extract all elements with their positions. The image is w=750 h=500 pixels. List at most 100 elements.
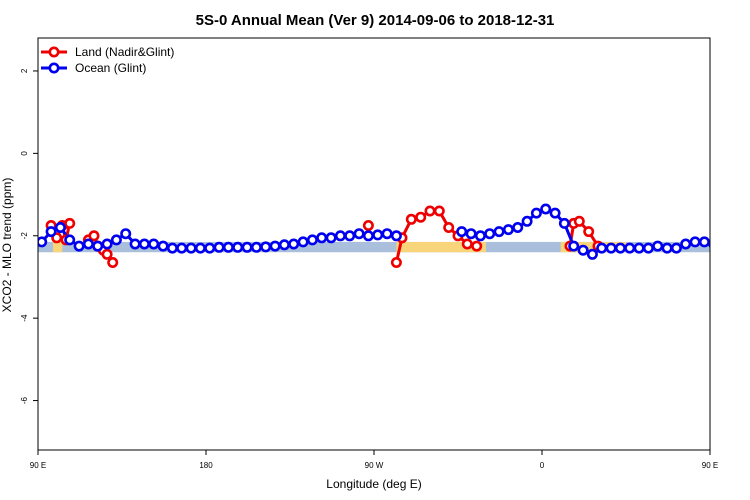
ocean-point-0-22: [241, 241, 253, 253]
x-tick-label-3: 0: [540, 461, 545, 470]
ocean-point-0-38: [390, 230, 402, 242]
ocean-point-0-20: [222, 241, 234, 253]
x-tick-label-1: 180: [199, 461, 213, 470]
land-point-4-2: [573, 215, 585, 227]
ocean-point-0-15: [176, 242, 188, 254]
ocean-point-0-32: [334, 230, 346, 242]
land-point-1-4: [101, 248, 113, 260]
ocean-point-0-2: [54, 222, 66, 234]
land-point-5-0: [719, 221, 727, 229]
ocean-point-1-29: [728, 236, 736, 244]
x-axis: 90 E 180 90 W 0 90 E: [30, 450, 718, 470]
ocean-point-0-16: [185, 242, 197, 254]
ocean-point-0-12: [148, 238, 160, 250]
ocean-point-0-29: [306, 234, 318, 246]
ocean-point-0-1: [45, 226, 57, 238]
ocean-point-1-13: [577, 244, 589, 256]
ocean-point-1-22: [661, 242, 673, 254]
ocean-point-0-19: [213, 241, 225, 253]
ocean-point-1-30: [738, 242, 746, 250]
ocean-point-0-21: [232, 241, 244, 253]
legend-label-land: Land (Nadir&Glint): [75, 45, 174, 59]
legend-label-ocean: Ocean (Glint): [75, 61, 146, 75]
ocean-point-1-14: [586, 248, 598, 260]
ocean-point-1-16: [605, 242, 617, 254]
legend-entry-ocean: Ocean (Glint): [41, 61, 146, 75]
ocean-point-1-25: [689, 236, 701, 248]
ocean-point-0-35: [362, 230, 374, 242]
y-tick-label-1: 0: [20, 151, 29, 156]
legend-entry-land: Land (Nadir&Glint): [41, 45, 174, 59]
ocean-point-0-33: [344, 230, 356, 242]
ocean-point-1-26: [698, 236, 710, 248]
legend: Land (Nadir&Glint) Ocean (Glint): [41, 45, 174, 75]
ocean-point-1-21: [652, 240, 664, 252]
land-point-5-2: [730, 221, 738, 229]
ocean-point-1-10: [549, 207, 561, 219]
ocean-point-0-5: [82, 238, 94, 250]
ocean-point-0-4: [73, 240, 85, 252]
ocean-point-1-8: [530, 207, 542, 219]
ocean-point-0-8: [110, 234, 122, 246]
ocean-point-1-17: [614, 242, 626, 254]
ocean-point-1-2: [474, 230, 486, 242]
ocean-point-0-34: [353, 228, 365, 240]
ocean-point-1-23: [670, 242, 682, 254]
ocean-point-1-6: [512, 222, 524, 234]
highlight-segment-0: [52, 241, 63, 253]
ocean-point-0-13: [157, 240, 169, 252]
series-points-layer: [38, 203, 746, 268]
y-tick-label-2: -2: [20, 232, 29, 240]
ocean-point-1-11: [558, 217, 570, 229]
ocean-point-0-17: [194, 242, 206, 254]
ocean-point-1-1: [465, 228, 477, 240]
ocean-point-0-14: [166, 242, 178, 254]
y-axis-label: XCO2 - MLO trend (ppm): [0, 178, 14, 313]
ocean-point-1-0: [456, 226, 468, 238]
ocean-point-1-9: [540, 203, 552, 215]
ocean-point-0-36: [372, 229, 384, 241]
land-point-5-4: [738, 219, 746, 227]
land-point-1-5: [107, 256, 119, 268]
chart-title: 5S-0 Annual Mean (Ver 9) 2014-09-06 to 2…: [196, 12, 555, 29]
ocean-point-0-7: [101, 238, 113, 250]
ocean-point-0-26: [278, 239, 290, 251]
ocean-point-0-37: [381, 228, 393, 240]
land-series-line-5: [723, 223, 742, 240]
land-point-2-0: [362, 220, 374, 232]
land-point-3-5: [433, 205, 445, 217]
land-point-3-6: [443, 222, 455, 234]
y-tick-label-3: -4: [20, 314, 29, 322]
ocean-point-0-28: [297, 236, 309, 248]
land-point-5-1: [725, 234, 733, 242]
legend-marker-land: [48, 46, 60, 58]
ocean-point-1-27: [708, 239, 710, 249]
x-tick-label-4: 90 E: [702, 461, 718, 470]
x-tick-label-0: 90 E: [30, 461, 46, 470]
ocean-point-0-31: [325, 232, 337, 244]
legend-marker-ocean: [48, 62, 60, 74]
ocean-point-1-7: [521, 215, 533, 227]
ocean-point-0-24: [260, 241, 272, 253]
ocean-point-0-18: [204, 242, 216, 254]
ocean-point-0-25: [269, 240, 281, 252]
ocean-point-0-10: [129, 238, 141, 250]
land-point-3-9: [471, 240, 483, 252]
y-axis: 2 0 -2 -4 -6: [20, 68, 38, 404]
ocean-point-0-30: [316, 232, 328, 244]
y-tick-label-0: 2: [20, 68, 29, 73]
ocean-point-1-18: [624, 242, 636, 254]
ocean-point-0-11: [138, 238, 150, 250]
ocean-point-0-27: [288, 238, 300, 250]
ocean-point-1-12: [568, 240, 580, 252]
ocean-point-0-0: [38, 236, 48, 248]
land-point-1-1: [88, 230, 100, 242]
land-point-3-8: [461, 238, 473, 250]
y-tick-label-4: -6: [20, 396, 29, 404]
reference-band: [38, 241, 710, 253]
ocean-point-1-20: [642, 242, 654, 254]
x-tick-label-2: 90 W: [365, 461, 384, 470]
land-point-4-3: [583, 226, 595, 238]
land-point-3-2: [405, 213, 417, 225]
